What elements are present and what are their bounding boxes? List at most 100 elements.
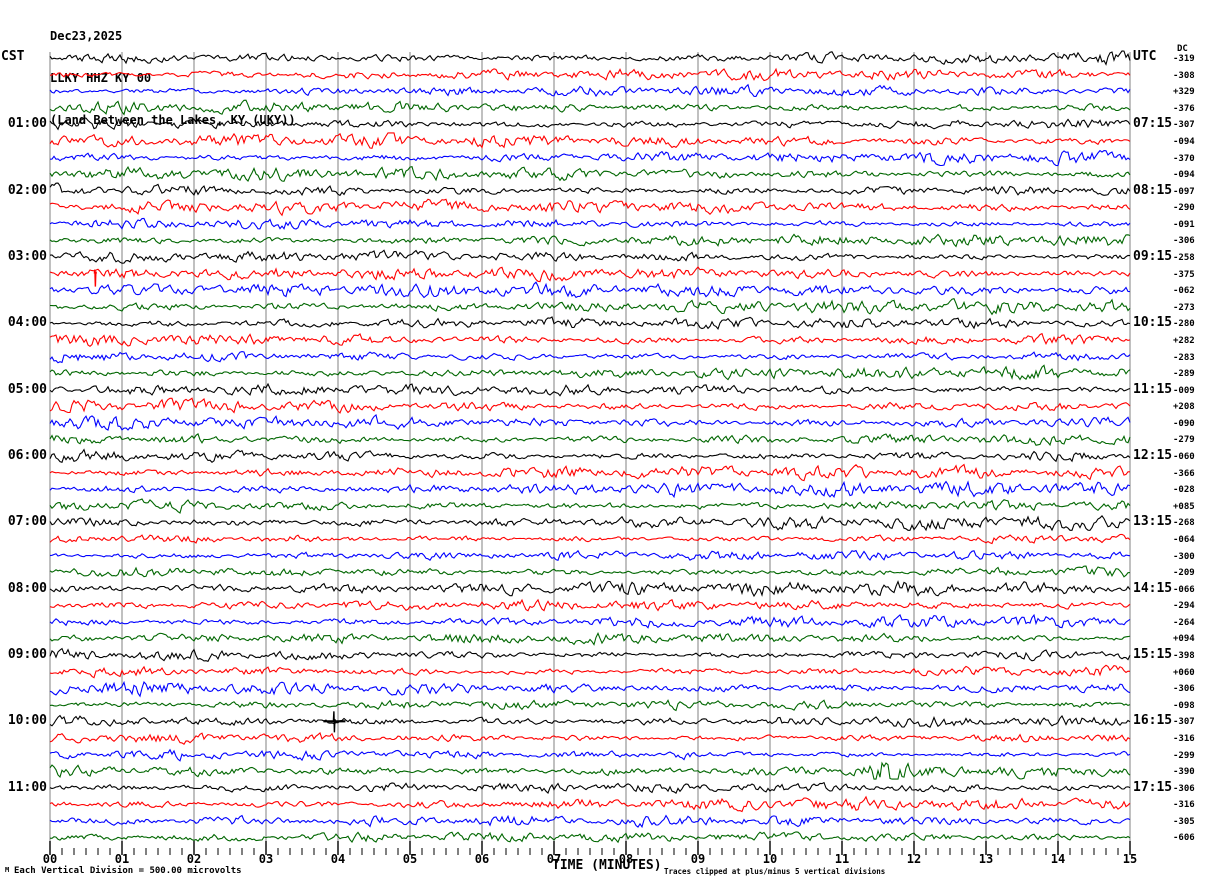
seismogram-trace: [49, 480, 1131, 499]
x-tick-label: 02: [186, 852, 202, 866]
x-tick-label: 11: [834, 852, 850, 866]
dc-offset-value: -306: [1173, 236, 1195, 246]
dc-offset-value: -319: [1173, 54, 1195, 64]
dc-offset-value: -366: [1173, 469, 1195, 479]
seismogram-trace: [49, 67, 1131, 82]
dc-offset-value: -258: [1173, 253, 1195, 263]
seismogram-trace: [49, 266, 1131, 283]
dc-offset-value: +282: [1173, 336, 1195, 346]
x-tick-label: 06: [474, 852, 490, 866]
dc-offset-value: -390: [1173, 767, 1195, 777]
x-tick-label: 07: [546, 852, 562, 866]
dc-offset-value: -290: [1173, 203, 1195, 213]
seismogram-trace: [49, 433, 1131, 447]
dc-offset-value: -209: [1173, 568, 1195, 578]
seismogram-trace: [49, 397, 1131, 414]
dc-offset-value: -064: [1173, 535, 1195, 545]
dc-offset-value: +208: [1173, 402, 1195, 412]
dc-column-header: DC: [1177, 44, 1188, 54]
cst-time-label: 04:00: [7, 315, 47, 330]
seismogram-trace: [49, 332, 1131, 347]
utc-time-label: 09:15: [1133, 249, 1173, 264]
dc-offset-value: -376: [1173, 104, 1195, 114]
seismogram-trace: [49, 761, 1131, 780]
right-timezone-label: UTC: [1133, 49, 1157, 64]
dc-offset-value: -094: [1173, 170, 1195, 180]
cst-time-label: 06:00: [7, 448, 47, 463]
seismogram-trace: [49, 83, 1131, 98]
dc-offset-value: -028: [1173, 485, 1195, 495]
utc-time-label: 11:15: [1133, 382, 1173, 397]
seismogram-trace: [49, 351, 1131, 364]
utc-time-label: 08:15: [1133, 183, 1173, 198]
seismogram-trace: [49, 732, 1131, 745]
dc-offset-value: -305: [1173, 817, 1195, 827]
x-tick-label: 09: [690, 852, 706, 866]
cst-time-label: 11:00: [7, 780, 47, 795]
corner-mark: M: [5, 866, 10, 874]
cst-time-label: 08:00: [7, 581, 47, 596]
seismogram-trace: [49, 647, 1131, 662]
dc-offset-value: -009: [1173, 386, 1195, 396]
dc-offset-value: -300: [1173, 552, 1195, 562]
seismogram-trace: [49, 463, 1130, 482]
seismogram-trace: [49, 217, 1131, 230]
x-tick-label: 14: [1050, 852, 1066, 866]
clip-note: Traces clipped at plus/minus 5 vertical …: [664, 867, 886, 876]
seismogram-trace: [49, 249, 1131, 264]
dc-offset-value: -268: [1173, 518, 1195, 528]
dc-offset-value: -280: [1173, 319, 1195, 329]
seismogram-trace: [49, 714, 1131, 729]
x-tick-label: 04: [330, 852, 346, 866]
dc-offset-value: -306: [1173, 684, 1195, 694]
seismogram-trace: [49, 165, 1131, 182]
dc-offset-value: -264: [1173, 618, 1195, 628]
seismogram-plot: [49, 50, 1131, 855]
seismogram-trace: [49, 565, 1131, 578]
dc-offset-value: -375: [1173, 270, 1195, 280]
seismogram-trace: [49, 117, 1131, 131]
dc-offset-value: +060: [1173, 668, 1195, 678]
dc-offset-value: -308: [1173, 71, 1195, 81]
seismogram-trace: [49, 613, 1131, 629]
dc-offset-value: -307: [1173, 120, 1195, 130]
x-tick-label: 15: [1122, 852, 1138, 866]
dc-offset-value: -283: [1173, 353, 1195, 363]
seismogram-trace: [49, 132, 1131, 149]
seismogram-trace: [49, 831, 1131, 844]
dc-offset-value: -306: [1173, 784, 1195, 794]
cst-time-label: 02:00: [7, 183, 47, 198]
seismogram-trace: [49, 598, 1131, 612]
dc-offset-value: -316: [1173, 734, 1195, 744]
seismogram-trace: [49, 298, 1131, 316]
cst-time-label: 07:00: [7, 514, 47, 529]
event-spike: [93, 269, 98, 287]
cst-time-label: 01:00: [7, 116, 47, 131]
dc-offset-value: -307: [1173, 717, 1195, 727]
seismogram-trace: [49, 549, 1131, 561]
seismogram-trace: [49, 580, 1131, 598]
seismogram-trace: [49, 498, 1131, 514]
seismogram-trace: [49, 281, 1131, 299]
utc-time-label: 14:15: [1133, 581, 1173, 596]
cst-time-label: 03:00: [7, 249, 47, 264]
dc-offset-value: -316: [1173, 800, 1195, 810]
dc-offset-value: -066: [1173, 585, 1195, 595]
dc-offset-value: -294: [1173, 601, 1195, 611]
dc-offset-value: -398: [1173, 651, 1195, 661]
dc-offset-value: -299: [1173, 751, 1195, 761]
dc-offset-value: -273: [1173, 303, 1195, 313]
seismogram-trace: [49, 680, 1131, 698]
x-tick-label: 08: [618, 852, 634, 866]
seismogram-trace: [49, 632, 1131, 646]
seismogram-trace: [49, 699, 1131, 712]
x-tick-label: 12: [906, 852, 922, 866]
seismogram-trace: [49, 198, 1131, 217]
x-tick-label: 03: [258, 852, 274, 866]
cst-time-label: 10:00: [7, 713, 47, 728]
seismogram-trace: [49, 382, 1131, 397]
utc-time-label: 15:15: [1133, 647, 1173, 662]
seismogram-trace: [49, 182, 1131, 197]
seismogram-trace: [49, 781, 1131, 795]
